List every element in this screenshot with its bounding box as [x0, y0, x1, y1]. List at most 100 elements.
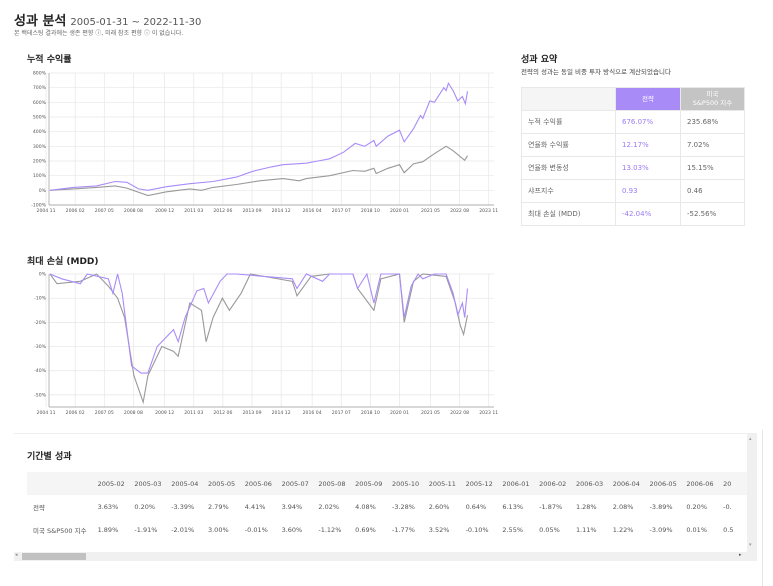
plot-area: [49, 274, 494, 407]
month-header: 2005-12: [464, 472, 502, 495]
x-tick-label: 2012 06: [213, 410, 232, 416]
period-value: -1.91%: [134, 525, 158, 534]
horizontal-scrollbar[interactable]: ◂ ▸: [14, 552, 747, 561]
x-tick-label: 2014 12: [272, 208, 291, 214]
summary-cell-strategy: -42.04%: [615, 202, 681, 226]
summary-header-strategy: 전략: [615, 87, 681, 111]
mdd-chart: 2004 11 2006 02 2007 05 2008 08 2009 12 2011 …: [34, 272, 498, 417]
period-value: 4.08%: [355, 502, 376, 511]
y-tick-label: -10%: [34, 296, 47, 302]
summary-cell-label: 최대 손실 (MDD): [521, 202, 616, 226]
plot-area: [49, 73, 494, 205]
scroll-up-icon[interactable]: ▴: [749, 436, 752, 442]
x-tick-label: 2007 05: [95, 410, 114, 416]
y-tick-label: 100%: [33, 173, 47, 179]
month-header: 2005-10: [390, 472, 428, 495]
period-header-row: 2005-02 2005-03 2005-04 2005-05 2005-06 2005-…: [27, 472, 757, 495]
y-tick-label: 400%: [33, 129, 47, 135]
vertical-scrollbar[interactable]: ▴ ▾: [747, 434, 757, 561]
scrollbar-thumb[interactable]: [22, 553, 86, 560]
x-tick-label: 2008 08: [124, 410, 143, 416]
summary-header-benchmark: 미국 S&P500 지수: [680, 87, 745, 111]
x-tick-label: 2016 04: [303, 208, 322, 214]
summary-cell-benchmark: -52.56%: [680, 202, 745, 226]
scroll-right-icon[interactable]: ▸: [739, 552, 742, 558]
summary-cell-label: 누적 수익률: [521, 110, 616, 134]
x-tick-label: 2013 09: [243, 208, 262, 214]
row-label: [27, 472, 97, 495]
period-value: 2.08%: [612, 502, 634, 511]
x-tick-label: 2004 11: [37, 208, 56, 214]
x-tick-label: 2017 07: [332, 410, 351, 416]
summary-cell-benchmark: 7.02%: [680, 133, 745, 157]
month-header: 2005-04: [170, 472, 207, 495]
period-value: 3.94%: [281, 502, 303, 511]
x-tick-label: 2021 05: [421, 410, 440, 416]
summary-row: 연율화 변동성 13.03% 15.15%: [521, 156, 745, 180]
period-value: 0.20%: [686, 502, 707, 511]
y-tick-label: 200%: [33, 159, 47, 165]
date-range: 2005-01-31 ~ 2022-11-30: [70, 17, 202, 28]
x-tick-label: 2020 01: [390, 410, 409, 416]
x-tick-label: 2012 06: [213, 208, 232, 214]
benchmark-line: [49, 145, 468, 197]
period-value: -2.01%: [171, 525, 195, 534]
y-tick-label: -50%: [34, 392, 47, 398]
period-value: 2.79%: [207, 502, 229, 511]
month-header: 2005-09: [354, 472, 391, 495]
x-tick-label: 2011 03: [184, 208, 203, 214]
strategy-line: [49, 82, 469, 191]
period-value: -0.01%: [244, 525, 268, 534]
x-tick-label: 2023 11: [479, 208, 498, 214]
month-header: 2005-07: [280, 472, 318, 495]
month-header: 2005-05: [206, 472, 244, 495]
period-value: 0.05%: [539, 525, 560, 534]
page-title: 성과 분석 2005-01-31 ~ 2022-11-30: [14, 10, 201, 29]
summary-cell-strategy: 12.17%: [615, 133, 681, 157]
x-tick-label: 2009 12: [155, 410, 174, 416]
summary-cell-strategy: 0.93: [615, 179, 681, 203]
month-header: 2005-08: [317, 472, 355, 495]
period-value: 3.60%: [281, 525, 303, 534]
scroll-down-icon[interactable]: ▾: [749, 542, 752, 548]
period-value: -0.10%: [465, 525, 489, 534]
month-header: 2006-01: [501, 472, 539, 495]
x-tick-label: 2016 04: [303, 410, 322, 416]
period-value: 3.63%: [97, 502, 119, 511]
period-value: -3.09%: [649, 525, 673, 534]
scroll-left-icon[interactable]: ◂: [15, 552, 18, 558]
period-value: -3.39%: [171, 502, 195, 511]
period-value: 1.28%: [575, 502, 597, 511]
x-tick-label: 2009 12: [155, 208, 174, 214]
mdd-title: 최대 손실 (MDD): [27, 257, 99, 267]
summary-table: 전략 미국 S&P500 지수 누적 수익률 676.07% 235.68% 연율화 수…: [521, 87, 745, 226]
y-tick-label: -30%: [34, 344, 47, 350]
period-value: 0.20%: [134, 502, 156, 511]
summary-subtitle: 전략의 성과는 동일 비중 투자 방식으로 계산되었습니다: [521, 68, 671, 76]
y-tick-label: 500%: [33, 115, 47, 121]
period-row-strategy: 전략 3.63% 0.20% -3.39% 2.79% 4.41% 3.94% 2.02% 4.…: [27, 495, 757, 518]
period-value: 0.5: [723, 525, 734, 534]
x-tick-label: 2023 11: [479, 410, 498, 416]
x-tick-label: 2007 05: [95, 208, 114, 214]
page-title-text: 성과 분석: [14, 14, 67, 29]
period-value: -3.28%: [391, 502, 415, 511]
month-header: 2006-05: [648, 472, 686, 495]
y-tick-label: 0%: [39, 272, 47, 278]
x-tick-label: 2020 01: [390, 208, 409, 214]
y-tick-label: 300%: [33, 144, 47, 150]
x-tick-label: 2018 10: [361, 208, 380, 214]
month-header: 2005-02: [96, 472, 134, 495]
y-tick-label: -100%: [31, 203, 46, 209]
summary-cell-strategy: 13.03%: [615, 156, 681, 180]
x-tick-label: 2022 08: [450, 208, 469, 214]
y-tick-label: 700%: [33, 85, 47, 91]
y-tick-label: 0%: [39, 188, 47, 194]
summary-cell-benchmark: 15.15%: [680, 156, 745, 180]
summary-cell-label: 연율화 수익률: [521, 133, 616, 157]
summary-cell-strategy: 676.07%: [615, 110, 681, 134]
bias-note: 본 백테스팅 결과에는 생존 편향 ⓘ, 미래 참조 편향 ⓘ 이 없습니다.: [14, 30, 184, 37]
period-value: 6.13%: [502, 502, 524, 511]
x-tick-label: 2006 02: [66, 410, 85, 416]
period-value: -1.12%: [318, 525, 342, 534]
